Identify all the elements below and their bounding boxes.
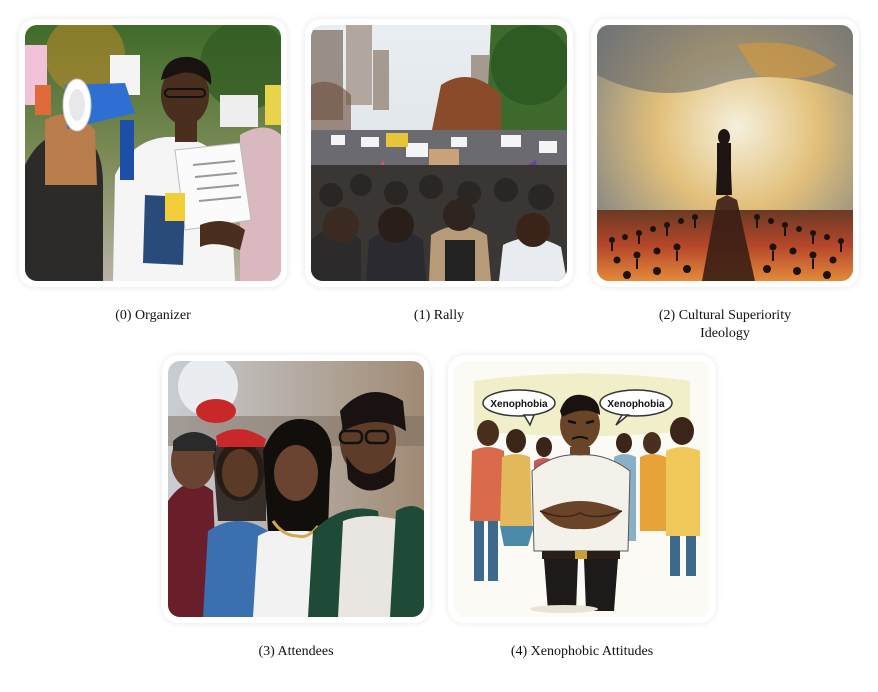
attendees-image (168, 361, 424, 617)
caption-cultural-superiority-line1: (2) Cultural Superiority (658, 308, 792, 323)
caption-organizer: (0) Organizer (115, 308, 191, 323)
caption-cultural-superiority-line2: Ideology (700, 326, 750, 341)
panel-rally (305, 19, 573, 287)
organizer-image (25, 25, 281, 281)
caption-attendees: (3) Attendees (258, 644, 334, 659)
rally-image (311, 25, 567, 281)
bubble-left-shape (482, 389, 556, 417)
caption-cultural-superiority: (2) Cultural Superiority Ideology (595, 307, 855, 343)
caption-xenophobic-attitudes: (4) Xenophobic Attitudes (510, 644, 654, 659)
panel-xenophobic-attitudes: Xenophobia Xenophobia (448, 355, 716, 623)
bubble-right-shape (599, 389, 673, 417)
caption-rally: (1) Rally (413, 308, 465, 323)
bubble-right-text: Xenophobia (607, 399, 665, 410)
panel-organizer (19, 19, 287, 287)
panel-attendees (162, 355, 430, 623)
panel-cultural-superiority (591, 19, 859, 287)
bubble-left-text: Xenophobia (490, 399, 548, 410)
xenophobic-attitudes-image: Xenophobia Xenophobia (454, 361, 710, 617)
cultural-superiority-image (597, 25, 853, 281)
